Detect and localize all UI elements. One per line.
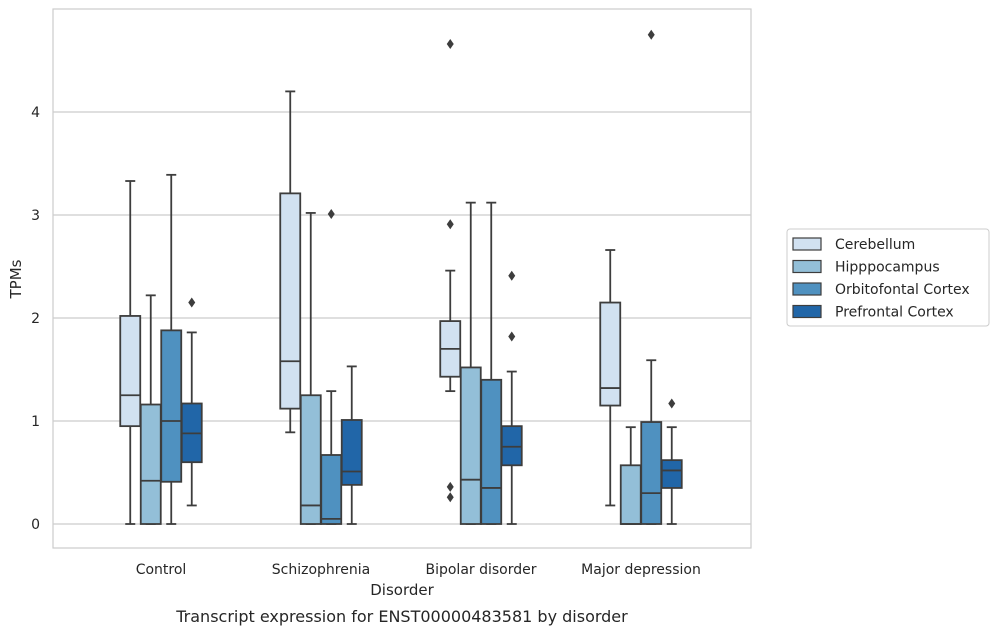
x-tick-labels: Control Schizophrenia Bipolar disorder Majo… — [136, 562, 701, 578]
x-tick-label: Bipolar disorder — [425, 562, 536, 578]
y-tick-label: 3 — [31, 208, 40, 224]
box-body — [660, 459, 683, 489]
box-hipppocampus — [139, 294, 162, 525]
y-tick-label: 4 — [31, 105, 40, 121]
legend-swatch — [792, 237, 822, 251]
outlier-point — [446, 492, 454, 503]
box-cerebellum — [439, 39, 462, 503]
y-axis-title: TPMs — [7, 259, 25, 299]
x-axis-title: Disorder — [370, 581, 434, 599]
outlier-point — [508, 331, 516, 342]
outlier-point — [188, 297, 196, 308]
box-prefrontal-cortex — [660, 398, 683, 525]
box-body — [640, 421, 663, 525]
box-body — [619, 464, 642, 525]
legend-swatch — [792, 282, 822, 296]
legend-swatch — [792, 259, 822, 274]
x-tick-label: Control — [136, 562, 187, 578]
box-body — [139, 403, 162, 525]
box-body — [160, 329, 183, 483]
outlier-point — [668, 398, 676, 409]
box-hipppocampus — [299, 212, 322, 525]
box-body — [119, 315, 142, 428]
box-cerebellum — [279, 90, 302, 434]
box-cerebellum — [119, 180, 142, 525]
y-tick-labels: 0 1 2 3 4 — [31, 105, 40, 533]
chart-caption: Transcript expression for ENST0000048358… — [175, 607, 628, 626]
box-prefrontal-cortex — [340, 365, 363, 525]
legend-label: Cerebellum — [835, 237, 915, 253]
outlier-point — [446, 39, 454, 50]
outlier-point — [446, 481, 454, 492]
box-body — [599, 301, 622, 407]
x-tick-label: Schizophrenia — [272, 562, 370, 578]
legend-label: Orbitofontal Cortex — [835, 282, 970, 298]
outlier-point — [446, 219, 454, 230]
box-body — [500, 425, 523, 467]
x-tick-label: Major depression — [581, 562, 701, 578]
outlier-point — [508, 270, 516, 281]
outlier-point — [327, 208, 335, 219]
box-body — [459, 366, 482, 525]
box-hipppocampus — [459, 201, 482, 525]
y-tick-label: 1 — [31, 414, 40, 430]
box-hipppocampus — [619, 426, 642, 525]
plot-area-frame — [52, 8, 752, 549]
y-tick-label: 2 — [31, 311, 40, 327]
outlier-point — [647, 29, 655, 40]
box-cerebellum — [599, 249, 622, 507]
box-orbitofontal-cortex — [640, 29, 663, 525]
box-prefrontal-cortex — [500, 270, 523, 525]
box-orbitofontal-cortex — [160, 173, 183, 525]
box-prefrontal-cortex — [180, 297, 203, 507]
legend-frame — [786, 228, 990, 327]
legend: Cerebellum Hipppocampus Orbitofontal Corte… — [786, 228, 990, 327]
box-body — [340, 419, 363, 486]
legend-swatch — [792, 304, 822, 319]
y-tick-label: 0 — [31, 517, 40, 533]
box-body — [279, 192, 302, 410]
box-orbitofontal-cortex — [320, 208, 343, 525]
legend-label: Hipppocampus — [835, 260, 940, 276]
legend-label: Prefrontal Cortex — [835, 305, 954, 321]
boxes — [119, 29, 683, 525]
box-orbitofontal-cortex — [480, 201, 503, 525]
box-body — [480, 378, 503, 525]
box-body — [320, 454, 343, 525]
